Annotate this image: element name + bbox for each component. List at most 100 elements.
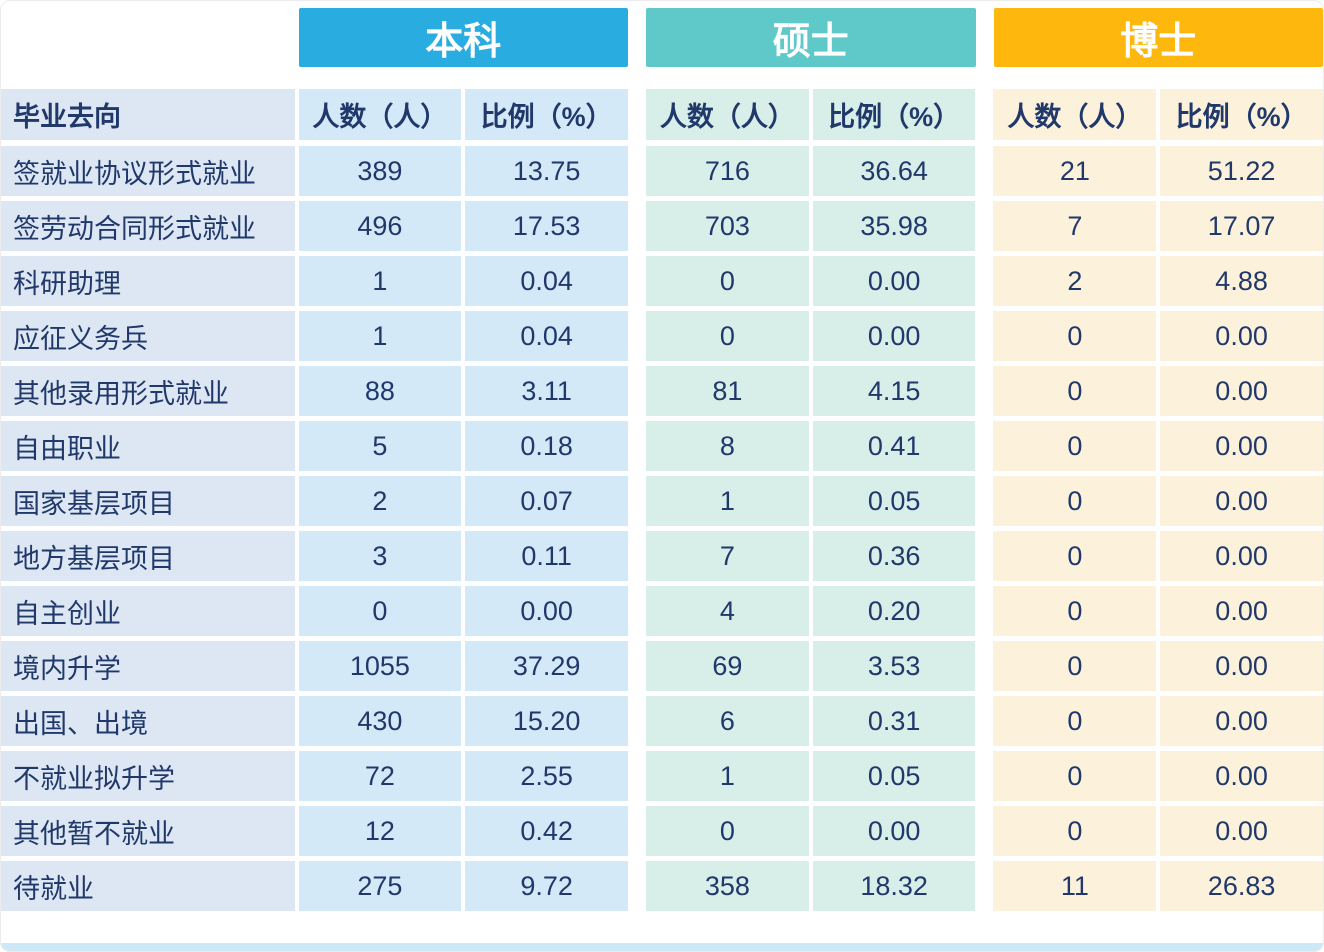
bachelor-percent: 0.07: [465, 476, 629, 526]
doctor-count: 0: [993, 751, 1157, 801]
group-header-bachelor: 本科: [298, 8, 629, 67]
master-count: 1: [646, 751, 809, 801]
doctor-percent: 0.00: [1160, 366, 1323, 416]
row-label: 自由职业: [1, 421, 295, 471]
row-header-label: 毕业去向: [1, 89, 295, 140]
doctor-count: 0: [993, 366, 1157, 416]
table-row: 出国、出境 430 15.20 6 0.31 0 0.00: [1, 696, 1323, 746]
degree-group-header-row: 本科 硕士 博士: [1, 8, 1323, 67]
doctor-percent: 0.00: [1160, 806, 1323, 856]
bachelor-count: 275: [298, 861, 462, 911]
table-row: 应征义务兵 1 0.04 0 0.00 0 0.00: [1, 311, 1323, 361]
master-count: 0: [646, 256, 809, 306]
bachelor-percent: 0.42: [465, 806, 629, 856]
table-row: 签就业协议形式就业 389 13.75 716 36.64 21 51.22: [1, 146, 1323, 196]
table-row: 境内升学 1055 37.29 69 3.53 0 0.00: [1, 641, 1323, 691]
doctor-count: 0: [993, 641, 1157, 691]
doctor-percent: 0.00: [1160, 751, 1323, 801]
next-section-edge: [1, 943, 1323, 951]
doctor-percent: 0.00: [1160, 421, 1323, 471]
bachelor-count: 0: [298, 586, 462, 636]
master-count: 4: [646, 586, 809, 636]
master-percent: 0.20: [812, 586, 976, 636]
master-count: 716: [646, 146, 809, 196]
bachelor-count-header: 人数（人）: [298, 89, 462, 140]
bachelor-percent: 13.75: [465, 146, 629, 196]
bachelor-percent: 37.29: [465, 641, 629, 691]
master-count: 8: [646, 421, 809, 471]
doctor-percent: 4.88: [1160, 256, 1323, 306]
table-row: 国家基层项目 2 0.07 1 0.05 0 0.00: [1, 476, 1323, 526]
doctor-percent: 51.22: [1160, 146, 1323, 196]
bachelor-count: 88: [298, 366, 462, 416]
master-percent: 0.31: [812, 696, 976, 746]
row-label: 其他暂不就业: [1, 806, 295, 856]
bachelor-count: 1: [298, 256, 462, 306]
bachelor-percent: 0.04: [465, 256, 629, 306]
bachelor-count: 496: [298, 201, 462, 251]
doctor-percent: 0.00: [1160, 311, 1323, 361]
master-count: 6: [646, 696, 809, 746]
doctor-count: 0: [993, 806, 1157, 856]
table-row: 自主创业 0 0.00 4 0.20 0 0.00: [1, 586, 1323, 636]
master-count: 1: [646, 476, 809, 526]
header-spacer: [1, 8, 299, 67]
row-label: 应征义务兵: [1, 311, 295, 361]
doctor-percent: 26.83: [1160, 861, 1323, 911]
master-percent: 3.53: [812, 641, 976, 691]
bachelor-percent-header: 比例（%）: [465, 89, 629, 140]
doctor-count: 2: [993, 256, 1157, 306]
master-count: 703: [646, 201, 809, 251]
column-header-row: 毕业去向 人数（人） 比例（%） 人数（人） 比例（%） 人数（人） 比例（%）: [1, 89, 1323, 140]
row-label: 签劳动合同形式就业: [1, 201, 295, 251]
bachelor-count: 12: [298, 806, 462, 856]
master-percent: 0.00: [812, 311, 976, 361]
master-percent: 0.00: [812, 256, 976, 306]
master-count: 7: [646, 531, 809, 581]
row-label: 待就业: [1, 861, 295, 911]
master-count: 0: [646, 806, 809, 856]
doctor-count: 0: [993, 311, 1157, 361]
bachelor-count: 1055: [298, 641, 462, 691]
doctor-percent: 17.07: [1160, 201, 1323, 251]
master-percent: 0.05: [812, 476, 976, 526]
master-percent: 18.32: [812, 861, 976, 911]
master-count: 81: [646, 366, 809, 416]
master-count: 0: [646, 311, 809, 361]
table-row: 自由职业 5 0.18 8 0.41 0 0.00: [1, 421, 1323, 471]
master-percent: 4.15: [812, 366, 976, 416]
bachelor-count: 2: [298, 476, 462, 526]
master-percent: 0.41: [812, 421, 976, 471]
doctor-count: 0: [993, 421, 1157, 471]
row-label: 出国、出境: [1, 696, 295, 746]
bachelor-percent: 0.04: [465, 311, 629, 361]
doctor-count: 0: [993, 476, 1157, 526]
doctor-count-header: 人数（人）: [993, 89, 1157, 140]
table-row: 签劳动合同形式就业 496 17.53 703 35.98 7 17.07: [1, 201, 1323, 251]
bachelor-count: 3: [298, 531, 462, 581]
table-body: 签就业协议形式就业 389 13.75 716 36.64 21 51.22 签劳动合同形式就…: [1, 146, 1323, 911]
row-label: 签就业协议形式就业: [1, 146, 295, 196]
bachelor-count: 1: [298, 311, 462, 361]
doctor-percent: 0.00: [1160, 531, 1323, 581]
table-row: 其他暂不就业 12 0.42 0 0.00 0 0.00: [1, 806, 1323, 856]
master-percent: 0.00: [812, 806, 976, 856]
bachelor-percent: 3.11: [465, 366, 629, 416]
bachelor-percent: 15.20: [465, 696, 629, 746]
master-count-header: 人数（人）: [646, 89, 809, 140]
master-percent: 0.05: [812, 751, 976, 801]
doctor-count: 11: [993, 861, 1157, 911]
group-header-doctor: 博士: [993, 8, 1323, 67]
row-label: 地方基层项目: [1, 531, 295, 581]
row-label: 其他录用形式就业: [1, 366, 295, 416]
bachelor-count: 5: [298, 421, 462, 471]
row-label: 境内升学: [1, 641, 295, 691]
doctor-count: 0: [993, 696, 1157, 746]
bachelor-percent: 0.00: [465, 586, 629, 636]
bachelor-count: 389: [298, 146, 462, 196]
master-count: 69: [646, 641, 809, 691]
doctor-count: 7: [993, 201, 1157, 251]
row-label: 自主创业: [1, 586, 295, 636]
doctor-percent: 0.00: [1160, 476, 1323, 526]
